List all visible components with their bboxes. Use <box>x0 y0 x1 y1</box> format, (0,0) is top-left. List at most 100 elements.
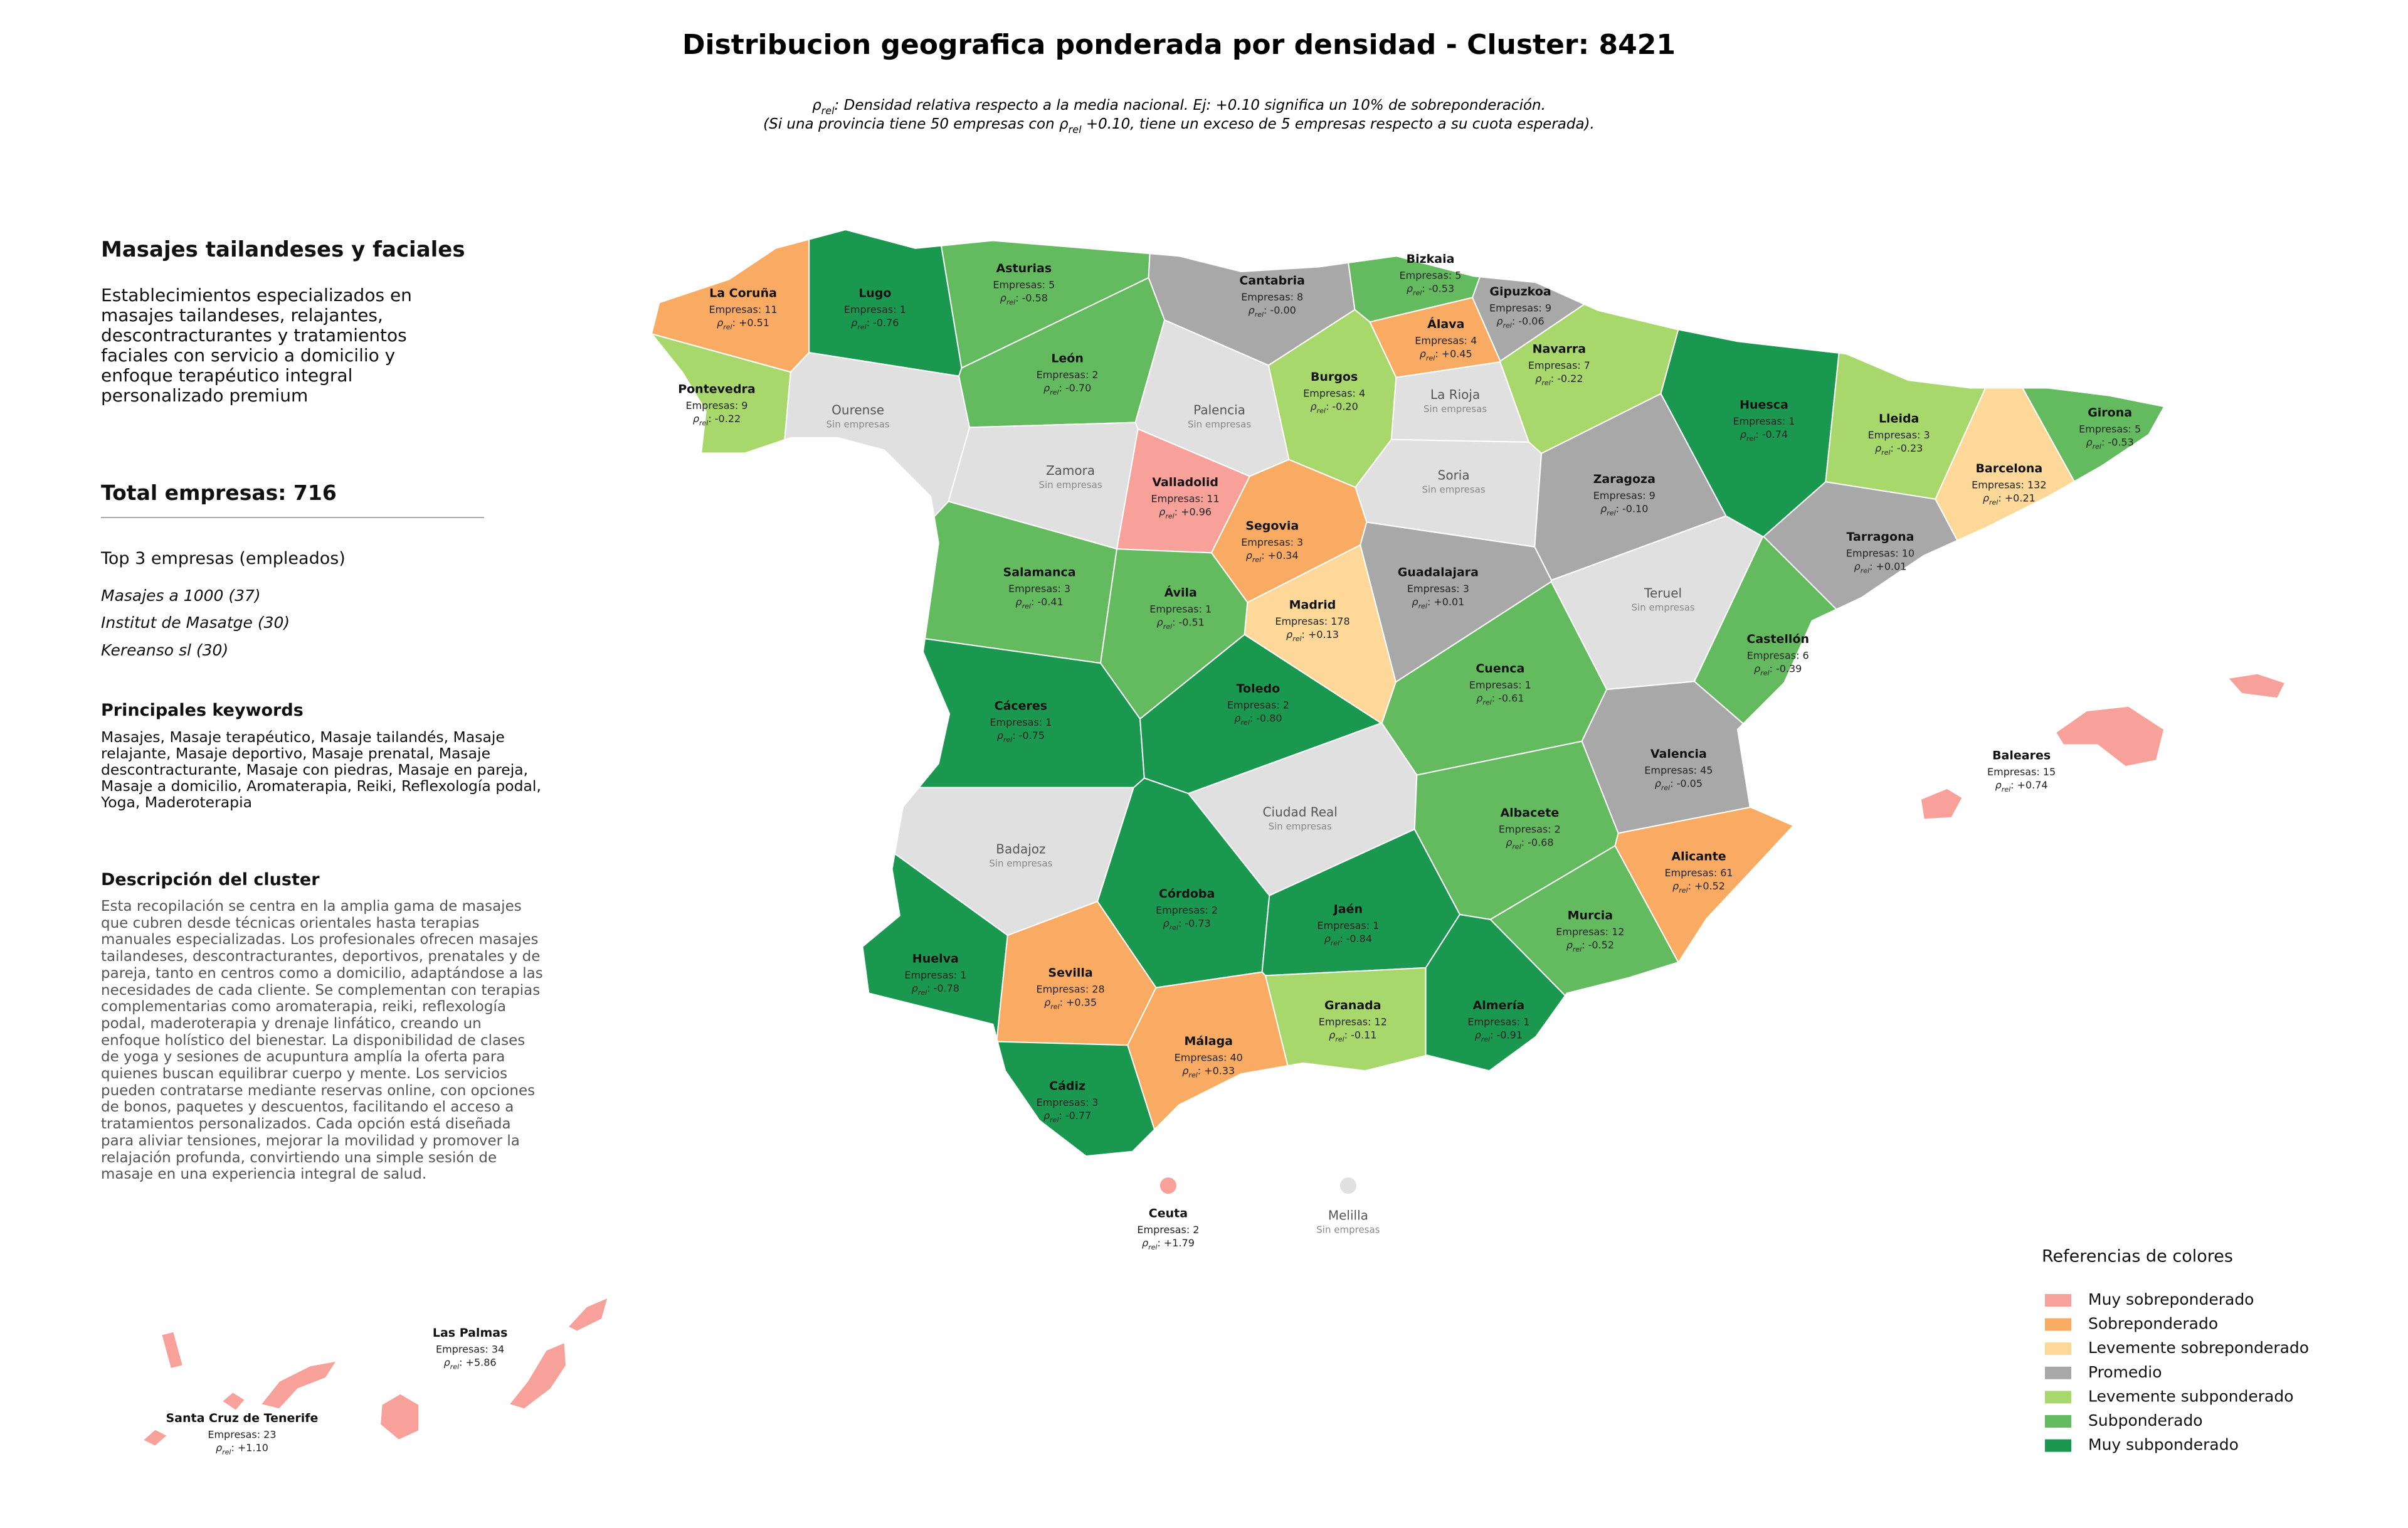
rho-label: ρrel: +0.21 <box>1983 492 2036 506</box>
rho-sep: : <box>1178 917 1181 929</box>
rho-value: +0.13 <box>1308 629 1339 640</box>
province-name: Alicante <box>1671 849 1726 863</box>
rho-sep: : <box>2010 779 2014 791</box>
empresas-prefix: Empresas: <box>1467 1016 1520 1027</box>
island-shape <box>566 1296 610 1332</box>
empresas-value: 1 <box>960 969 966 981</box>
province-name: León <box>1051 351 1084 365</box>
subscript: rel <box>1069 124 1082 135</box>
rho-value: -0.61 <box>1498 692 1524 704</box>
empresas-value: 34 <box>492 1343 504 1355</box>
rho-symbol: ρ <box>1015 596 1022 608</box>
rho-value: -0.53 <box>1428 282 1454 294</box>
rho-sep: : <box>1261 549 1264 561</box>
rho-label: ρrel: -0.05 <box>1655 777 1703 792</box>
empresas-label: Empresas: 178 <box>1275 615 1349 627</box>
empresas-prefix: Empresas: <box>1846 547 1899 559</box>
rho-label: ρrel: -0.73 <box>1163 917 1210 931</box>
province-name: Huelva <box>912 952 959 966</box>
empresas-prefix: Empresas: <box>1664 866 1717 878</box>
no-data-label: Sin empresas <box>989 858 1052 869</box>
province-name: Asturias <box>996 262 1052 275</box>
rho-value: -0.41 <box>1037 596 1063 608</box>
empresas-prefix: Empresas: <box>1489 302 1542 314</box>
rho-label: ρrel: +0.01 <box>1854 560 1907 575</box>
empresas-prefix: Empresas: <box>1593 489 1646 501</box>
empresas-label: Empresas: 9 <box>1593 489 1656 501</box>
province-name: Las Palmas <box>433 1326 508 1340</box>
province-name: Zaragoza <box>1593 472 1656 486</box>
rho-sub: rel <box>1760 669 1769 677</box>
island-shape <box>2054 705 2165 768</box>
province-name: Jaén <box>1333 903 1363 916</box>
island-shape <box>221 1391 246 1412</box>
rho-sub: rel <box>918 989 927 997</box>
empresas-label: Empresas: 11 <box>709 303 777 315</box>
province-name: Cáceres <box>995 699 1047 713</box>
description: Esta recopilación se centra en la amplia… <box>101 898 543 1183</box>
empresas-value: 2 <box>1193 1223 1199 1235</box>
rho-value: +0.52 <box>1694 879 1725 891</box>
rho-label: ρrel: -0.23 <box>1875 442 1923 457</box>
rho-symbol: ρ <box>912 982 918 994</box>
rho-value: +0.35 <box>1066 996 1097 1008</box>
rho-value: -0.91 <box>1497 1029 1523 1041</box>
rho-value: -0.75 <box>1019 729 1045 741</box>
no-data-label: Sin empresas <box>1632 602 1695 613</box>
rho-value: +0.33 <box>1204 1064 1235 1076</box>
empresas-value: 5 <box>2135 423 2141 435</box>
rho-label: ρrel: -0.11 <box>1329 1029 1376 1043</box>
legend-swatch <box>2045 1391 2071 1404</box>
empresas-prefix: Empresas: <box>685 400 738 411</box>
rho-symbol: ρ <box>1475 1029 1481 1041</box>
empresas-label: Empresas: 3 <box>1868 429 1930 441</box>
rho-sep: : <box>1060 996 1063 1008</box>
empresas-label: Empresas: 15 <box>1987 766 2056 778</box>
subtitle-part: ρ <box>1059 116 1069 132</box>
rho-value: -0.10 <box>1622 502 1648 514</box>
rho-label: ρrel: +1.10 <box>216 1441 268 1456</box>
subtitle-part: ρ <box>812 97 821 114</box>
empresas-prefix: Empresas: <box>1733 415 1785 427</box>
empresas-prefix: Empresas: <box>1227 699 1280 711</box>
province-name: Teruel <box>1644 585 1682 600</box>
empresas-prefix: Empresas: <box>1008 583 1061 595</box>
province-shape <box>1425 913 1566 1072</box>
rho-value: -0.73 <box>1185 917 1210 929</box>
rho-symbol: ρ <box>1234 712 1240 724</box>
empresas-value: 2 <box>1555 823 1561 835</box>
rho-sep: : <box>1492 692 1495 704</box>
island-shape <box>379 1393 420 1441</box>
empresas-label: Empresas: 2 <box>1156 904 1218 916</box>
subtitle-part: : Densidad relativa respecto a la media … <box>835 97 1546 114</box>
rho-symbol: ρ <box>1249 304 1255 316</box>
rho-sep: : <box>1339 933 1343 945</box>
empresas-value: 1 <box>1045 716 1052 728</box>
rho-sub: rel <box>2093 442 2101 450</box>
no-data-label: Sin empresas <box>826 419 890 430</box>
rho-sub: rel <box>1418 602 1427 610</box>
rho-label: ρrel: -0.00 <box>1249 304 1296 319</box>
empresas-prefix: Empresas: <box>1137 1223 1190 1235</box>
empresas-prefix: Empresas: <box>1037 1096 1089 1108</box>
rho-value: +0.96 <box>1181 506 1212 517</box>
rho-value: +0.34 <box>1268 549 1299 561</box>
rho-label: ρrel: -0.61 <box>1476 692 1524 706</box>
rho-sep: : <box>867 316 870 328</box>
empresas-label: Empresas: 1 <box>1467 1016 1529 1027</box>
rho-sub: rel <box>723 322 732 331</box>
province-name: Melilla <box>1328 1208 1368 1223</box>
empresas-label: Empresas: 11 <box>1151 492 1220 504</box>
rho-value: +0.01 <box>1876 560 1906 572</box>
empresas-value: 8 <box>1297 291 1303 303</box>
province-shape <box>650 332 791 454</box>
empresas-value: 1 <box>900 303 906 315</box>
rho-label: ρrel: -0.06 <box>1496 315 1544 329</box>
empresas-label: Empresas: 61 <box>1664 866 1733 878</box>
empresas-prefix: Empresas: <box>709 303 761 315</box>
rho-label: ρrel: +0.45 <box>1420 348 1472 362</box>
rho-label: ρrel: -0.77 <box>1043 1110 1091 1124</box>
province-name: Málaga <box>1185 1034 1233 1048</box>
rho-symbol: ρ <box>997 729 1003 741</box>
